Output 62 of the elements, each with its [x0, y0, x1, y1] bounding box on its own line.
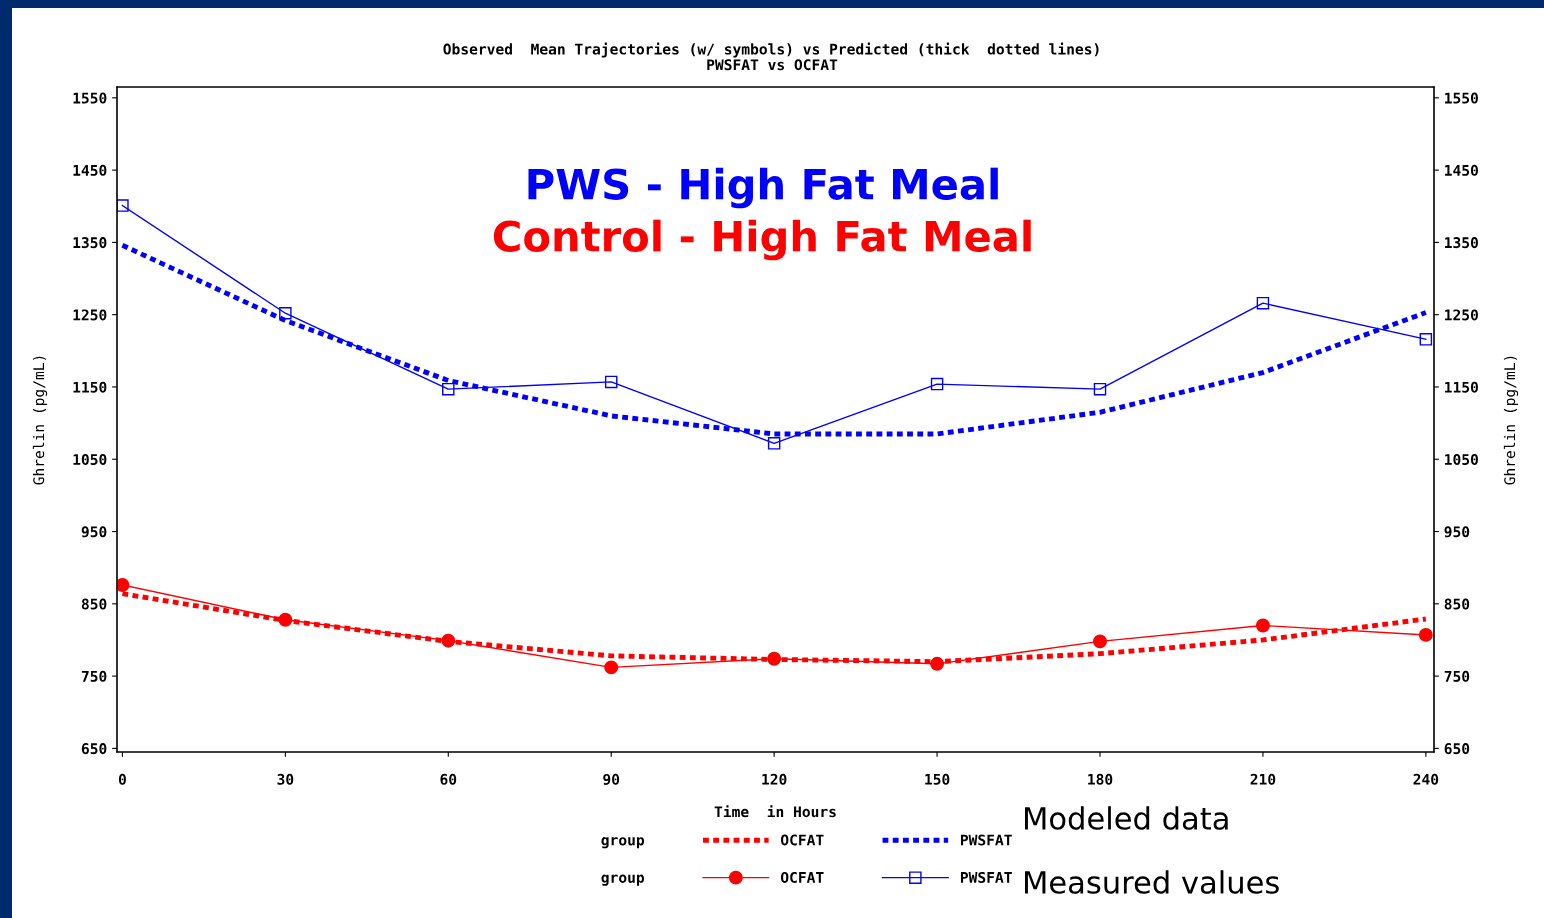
y2-tick-label: 1450 — [1445, 164, 1478, 176]
point — [441, 633, 456, 648]
x-axis-title: Time in Hours — [714, 805, 836, 818]
point — [604, 660, 619, 675]
y-tick-label: 650 — [81, 743, 107, 755]
point — [930, 377, 944, 391]
y2-tick-label: 1250 — [1445, 309, 1478, 321]
x-tick-label: 210 — [1250, 773, 1276, 785]
x-tick-label: 180 — [1088, 773, 1113, 785]
point — [1255, 618, 1270, 633]
text: Measured values — [1025, 870, 1279, 894]
point — [930, 656, 945, 671]
point — [442, 382, 455, 396]
annotation: PWS - High Fat Meal — [528, 167, 998, 209]
x-tick-label: 120 — [762, 773, 787, 785]
x-tick-label: 90 — [603, 773, 620, 785]
y-axis-title: Ghrelin (pg/mL) — [32, 356, 48, 485]
text: group — [601, 874, 645, 886]
y-tick-label: 1250 — [73, 309, 107, 321]
text: Modeled data — [1025, 806, 1228, 830]
y-tick-label: 1150 — [73, 381, 107, 393]
point — [1418, 627, 1433, 642]
y2-tick-label: 1550 — [1445, 92, 1478, 104]
y-tick-label: 1550 — [73, 92, 107, 104]
point — [1256, 296, 1270, 310]
y-tick-label: 750 — [81, 670, 107, 682]
legend-label: OCFAT — [780, 871, 824, 883]
point — [604, 375, 618, 389]
y2-tick-label: 1050 — [1445, 453, 1478, 465]
y2-tick-label: 750 — [1444, 670, 1470, 682]
annotation: Control - High Fat Meal — [493, 219, 1031, 261]
y2-tick-label: 1150 — [1445, 381, 1478, 393]
x-tick-label: 30 — [277, 773, 294, 785]
point — [1093, 634, 1107, 649]
y-tick-label: 1450 — [73, 164, 107, 176]
x-tick-label: 60 — [440, 773, 457, 785]
y-tick-label: 1050 — [73, 453, 107, 465]
x-tick-label: 240 — [1413, 773, 1439, 785]
point — [278, 612, 293, 627]
y2-axis-title: Ghrelin (pg/mL) — [1503, 356, 1519, 485]
y2-tick-label: 1350 — [1445, 237, 1478, 249]
legend-label: OCFAT — [780, 834, 824, 846]
y2-tick-label: 850 — [1444, 598, 1470, 610]
point — [767, 651, 782, 666]
y2-tick-label: 950 — [1444, 526, 1470, 538]
x-tick-label: 0 — [118, 773, 126, 785]
y-tick-label: 950 — [81, 526, 107, 538]
y-tick-label: 850 — [81, 598, 107, 610]
point — [767, 437, 781, 450]
point — [117, 578, 130, 592]
point — [117, 199, 129, 212]
point — [1093, 382, 1107, 396]
legend-label: PWSFAT — [960, 834, 1012, 846]
legend-title: group — [601, 837, 645, 849]
y2-tick-label: 650 — [1444, 743, 1470, 755]
x-tick-label: 150 — [925, 773, 950, 785]
y-tick-label: 1350 — [73, 237, 107, 249]
chart-title: Observed Mean Trajectories (w/ symbols) vs Predicted (thick dotted lines) — [443, 42, 1099, 58]
point — [1419, 333, 1433, 346]
chart-subtitle: PWSFAT vs OCFAT — [707, 59, 838, 71]
point — [279, 306, 292, 320]
legend-label: PWSFAT — [960, 871, 1012, 883]
